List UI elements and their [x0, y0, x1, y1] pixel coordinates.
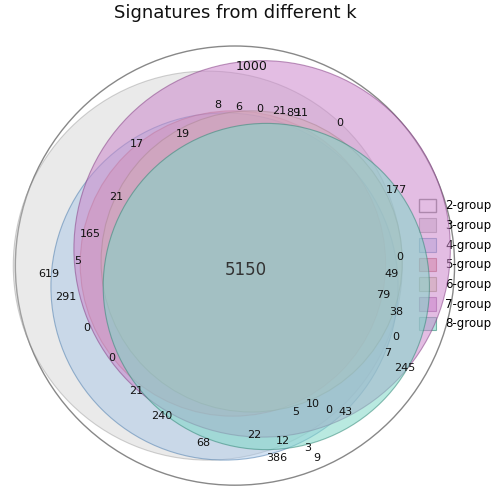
- Text: 386: 386: [266, 453, 287, 463]
- Text: 9: 9: [313, 453, 320, 463]
- Circle shape: [101, 111, 402, 412]
- Text: 7: 7: [384, 348, 391, 358]
- Text: 1000: 1000: [236, 60, 268, 74]
- Text: 3: 3: [304, 443, 311, 453]
- Text: 49: 49: [385, 269, 399, 279]
- Text: 0: 0: [326, 405, 333, 415]
- Text: 10: 10: [305, 399, 320, 409]
- Text: 11: 11: [295, 108, 309, 118]
- Text: 5150: 5150: [224, 261, 267, 279]
- Text: 0: 0: [108, 353, 115, 362]
- Text: 38: 38: [389, 306, 403, 317]
- Text: 68: 68: [197, 438, 211, 449]
- Text: 5: 5: [292, 407, 299, 417]
- Text: 79: 79: [376, 290, 391, 300]
- Text: 177: 177: [386, 185, 407, 196]
- Legend: 2-group, 3-group, 4-group, 5-group, 6-group, 7-group, 8-group: 2-group, 3-group, 4-group, 5-group, 6-gr…: [416, 195, 495, 334]
- Text: 22: 22: [246, 430, 261, 440]
- Text: 17: 17: [130, 139, 144, 149]
- Text: 619: 619: [38, 269, 59, 279]
- Circle shape: [74, 60, 451, 437]
- Circle shape: [80, 111, 386, 416]
- Text: 6: 6: [236, 102, 242, 112]
- Text: 0: 0: [336, 118, 343, 129]
- Text: 21: 21: [130, 386, 144, 396]
- Text: 12: 12: [276, 436, 290, 446]
- Text: 89: 89: [286, 108, 300, 118]
- Text: 0: 0: [257, 104, 264, 114]
- Circle shape: [13, 71, 402, 460]
- Text: 0: 0: [393, 332, 400, 342]
- Text: 21: 21: [272, 106, 286, 116]
- Text: 0: 0: [397, 252, 404, 262]
- Text: 19: 19: [175, 129, 190, 139]
- Text: 8: 8: [215, 100, 222, 109]
- Title: Signatures from different k: Signatures from different k: [113, 4, 356, 22]
- Text: 21: 21: [109, 192, 123, 202]
- Text: 5: 5: [75, 257, 82, 267]
- Text: 43: 43: [339, 407, 353, 417]
- Text: 245: 245: [394, 363, 415, 373]
- Text: 0: 0: [83, 324, 90, 333]
- Circle shape: [103, 123, 429, 450]
- Text: 240: 240: [151, 411, 172, 421]
- Circle shape: [51, 113, 398, 460]
- Text: 165: 165: [80, 229, 101, 239]
- Text: 291: 291: [55, 292, 76, 302]
